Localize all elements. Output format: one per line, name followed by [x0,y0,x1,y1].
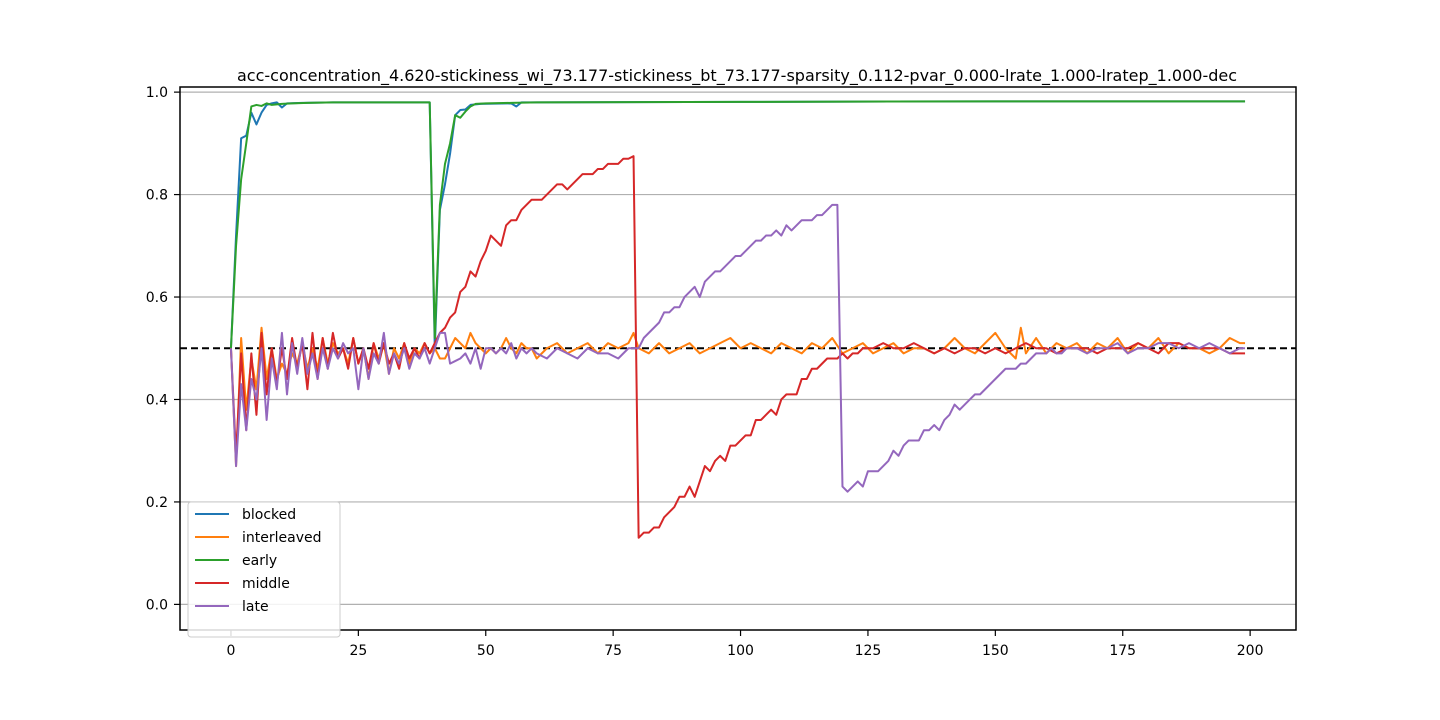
y-tick-label-0: 0.0 [146,597,168,613]
axes: 0 25 50 75 100 125 150 175 200 0.0 0.2 0.4 0.6 0.8 1.0 [146,85,1297,659]
legend: blocked interleaved early middle late [187,501,341,638]
series-line-early [229,100,1246,349]
chart-title: acc-concentration_4.620-stickiness_wi_73… [237,66,1237,86]
series-line-middle [229,155,1246,539]
legend-label-blocked: blocked [242,507,296,523]
x-tick-label-6: 150 [982,643,1009,659]
x-tick-label-7: 175 [1109,643,1136,659]
x-tick-label-0: 0 [226,643,235,659]
y-tick-label-4: 0.8 [146,188,168,204]
legend-label-interleaved: interleaved [242,530,322,546]
plot-frame [179,86,1297,631]
x-tick-label-8: 200 [1237,643,1264,659]
series-group [229,100,1246,539]
y-tick-label-2: 0.4 [146,392,168,408]
legend-label-middle: middle [242,576,290,592]
y-tick-label-1: 0.2 [146,495,168,511]
x-tick-label-3: 75 [604,643,622,659]
y-tick-label-5: 1.0 [146,85,168,101]
y-tick-label-3: 0.6 [146,290,168,306]
series-line-late [229,203,1246,493]
x-tick-label-2: 50 [477,643,495,659]
legend-box [187,501,341,638]
legend-label-late: late [242,599,269,615]
gridlines [180,91,1296,605]
x-tick-label-1: 25 [349,643,367,659]
x-tick-label-4: 100 [727,643,754,659]
legend-label-early: early [242,553,277,569]
x-tick-label-5: 125 [855,643,882,659]
